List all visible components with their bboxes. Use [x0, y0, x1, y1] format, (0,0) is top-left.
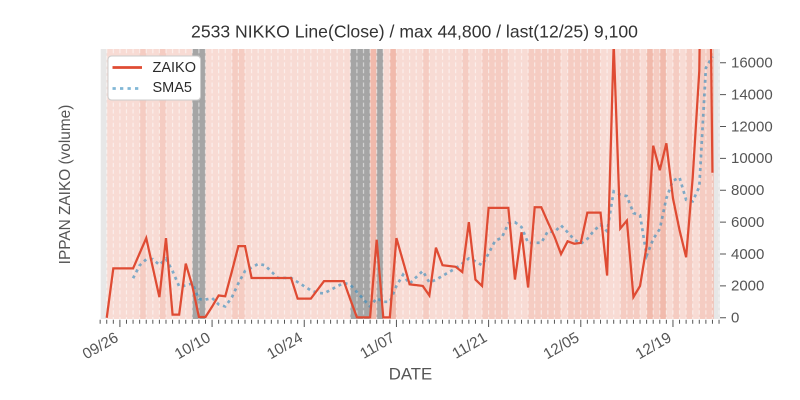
svg-text:2533 NIKKO Line(Close) / max 4: 2533 NIKKO Line(Close) / max 44,800 / la… — [191, 22, 638, 42]
svg-text:16000: 16000 — [731, 55, 773, 72]
svg-text:6000: 6000 — [731, 214, 764, 231]
svg-text:IPPAN ZAIKO (volume): IPPAN ZAIKO (volume) — [57, 105, 74, 265]
svg-text:0: 0 — [731, 310, 739, 327]
svg-text:12000: 12000 — [731, 118, 773, 135]
svg-text:4000: 4000 — [731, 246, 764, 263]
svg-text:ZAIKO: ZAIKO — [153, 60, 197, 76]
svg-text:10000: 10000 — [731, 150, 773, 167]
svg-text:2000: 2000 — [731, 278, 764, 295]
svg-text:14000: 14000 — [731, 86, 773, 103]
svg-text:8000: 8000 — [731, 182, 764, 199]
svg-text:DATE: DATE — [389, 365, 433, 384]
svg-text:SMA5: SMA5 — [153, 80, 193, 96]
